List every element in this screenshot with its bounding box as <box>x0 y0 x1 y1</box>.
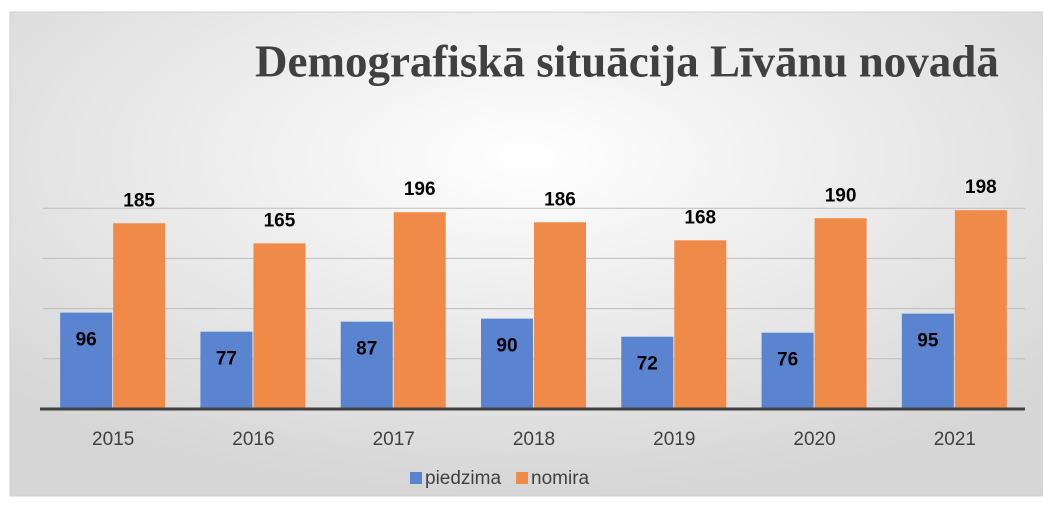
data-label: 168 <box>684 207 716 228</box>
chart-background <box>9 11 1043 497</box>
data-label: 76 <box>777 350 798 371</box>
x-tick-label: 2020 <box>793 429 835 450</box>
bar <box>674 240 727 409</box>
chart-title: Demografiskā situācija Līvānu novadā <box>255 36 999 86</box>
x-tick-label: 2021 <box>934 429 976 450</box>
legend-swatch <box>410 472 422 484</box>
bar <box>621 336 674 409</box>
x-tick-label: 2018 <box>513 429 555 450</box>
bar <box>340 321 393 409</box>
data-label: 190 <box>825 185 857 206</box>
bar <box>60 312 113 409</box>
legend-swatch <box>516 472 529 484</box>
data-label: 87 <box>356 339 377 360</box>
x-tick-label: 2019 <box>653 429 695 450</box>
bar <box>200 331 253 409</box>
bar <box>901 313 954 409</box>
bar <box>113 223 166 409</box>
data-label: 90 <box>496 336 517 357</box>
data-label: 185 <box>123 190 155 211</box>
bar <box>814 218 867 409</box>
data-label: 198 <box>965 177 997 198</box>
bar <box>253 243 306 409</box>
data-label: 72 <box>637 354 658 375</box>
legend-label: piedzima <box>425 468 501 489</box>
bar <box>761 332 814 409</box>
bar <box>481 318 533 409</box>
x-tick-label: 2016 <box>232 429 274 450</box>
data-label: 96 <box>76 330 97 351</box>
data-label: 196 <box>404 179 436 200</box>
bar <box>534 222 586 409</box>
x-tick-label: 2017 <box>373 429 415 450</box>
x-tick-label: 2015 <box>92 429 134 450</box>
bar <box>393 212 446 409</box>
legend-label: nomira <box>531 468 590 489</box>
data-label: 77 <box>216 349 237 370</box>
data-label: 186 <box>544 189 576 210</box>
data-label: 95 <box>917 331 939 352</box>
data-label: 165 <box>264 210 296 231</box>
bar <box>954 210 1007 409</box>
